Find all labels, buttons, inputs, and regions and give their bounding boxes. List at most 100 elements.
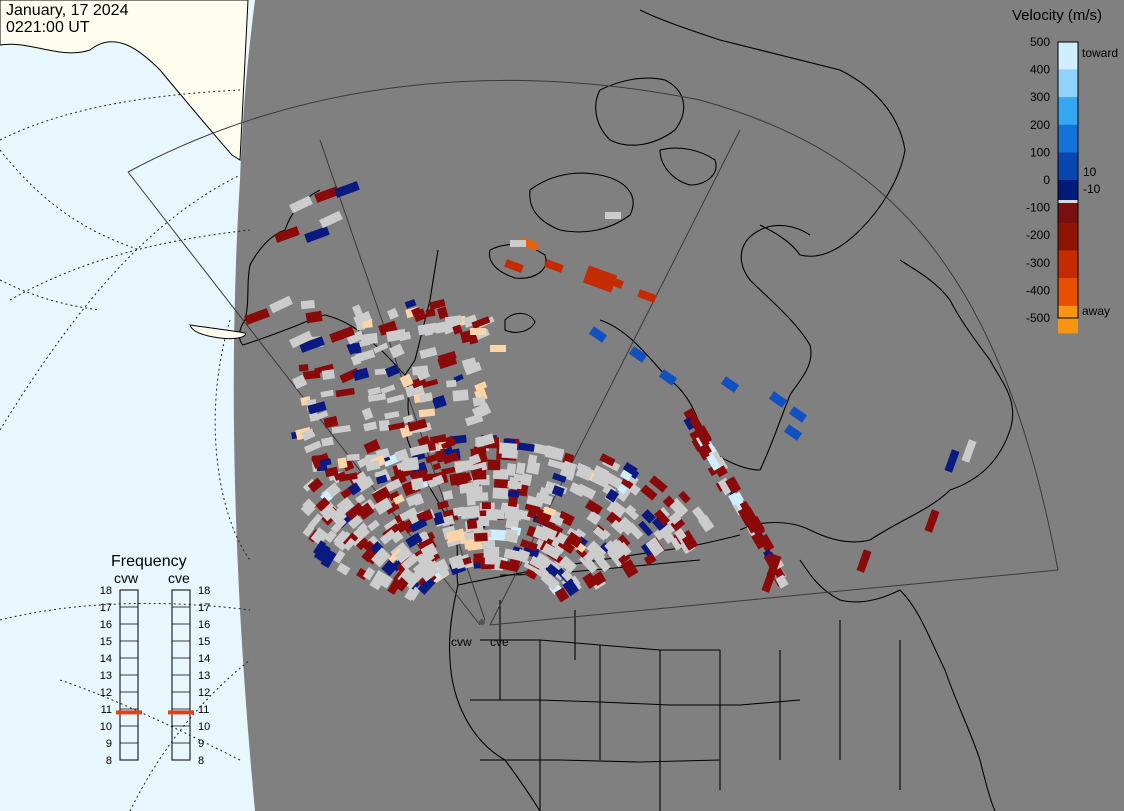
frequency-tick: 11 bbox=[198, 704, 209, 716]
scatter-cell bbox=[605, 488, 620, 503]
scatter-cell bbox=[392, 494, 405, 505]
scatter-cell bbox=[324, 466, 339, 478]
scatter-cell bbox=[519, 539, 538, 552]
scatter-cell bbox=[561, 569, 573, 582]
scatter-cell bbox=[582, 572, 598, 590]
scatter-cell bbox=[474, 532, 488, 542]
scatter-cell bbox=[378, 419, 391, 432]
scatter-cell bbox=[739, 500, 751, 513]
scatter-cell bbox=[470, 467, 485, 481]
scatter-cell bbox=[351, 304, 363, 317]
scatter-cell bbox=[361, 550, 374, 563]
scatter-cell bbox=[389, 343, 405, 359]
scatter-cell bbox=[543, 506, 557, 517]
scatter-cell bbox=[394, 546, 413, 564]
scatter-cell bbox=[404, 298, 417, 309]
scatter-cell bbox=[404, 382, 425, 398]
velocity-swatch bbox=[1058, 180, 1078, 200]
night-region bbox=[233, 0, 1124, 811]
velocity-tick: 200 bbox=[1030, 118, 1050, 132]
scatter-cell bbox=[425, 453, 440, 464]
velocity-tick: 300 bbox=[1030, 90, 1050, 104]
scatter-cell bbox=[707, 465, 718, 477]
radar-scatter-cells bbox=[244, 181, 977, 603]
scatter-cell bbox=[446, 379, 457, 388]
scatter-cell bbox=[488, 529, 507, 541]
scatter-cell bbox=[562, 578, 580, 597]
scatter-cell bbox=[645, 537, 665, 558]
scatter-cell bbox=[484, 556, 502, 565]
scatter-cell bbox=[588, 326, 608, 343]
scatter-cell bbox=[353, 310, 372, 326]
velocity-label-minus10: -10 bbox=[1083, 182, 1101, 196]
scatter-cell bbox=[436, 500, 450, 510]
scatter-cell bbox=[360, 475, 375, 489]
frequency-tick: 8 bbox=[106, 755, 112, 767]
frequency-tick: 16 bbox=[198, 619, 210, 631]
scatter-cell bbox=[503, 548, 522, 561]
scatter-cell bbox=[628, 346, 648, 363]
scatter-cell bbox=[385, 478, 403, 492]
scatter-cell bbox=[720, 376, 740, 393]
scatter-cell bbox=[363, 421, 378, 432]
scatter-cell bbox=[411, 365, 429, 376]
scatter-cell bbox=[788, 406, 808, 423]
scatter-cell bbox=[737, 506, 754, 525]
scatter-cell bbox=[534, 513, 551, 527]
frequency-tick: 16 bbox=[100, 619, 112, 631]
scatter-cell bbox=[441, 438, 457, 450]
velocity-tick: 500 bbox=[1030, 35, 1050, 49]
frequency-tick: 10 bbox=[100, 721, 112, 733]
scatter-cell bbox=[697, 431, 710, 448]
time-label: 0221:00 UT bbox=[6, 19, 90, 36]
frequency-marker-cve bbox=[168, 710, 194, 715]
scatter-cell bbox=[355, 536, 369, 551]
scatter-cell bbox=[555, 531, 568, 545]
scatter-cell bbox=[717, 477, 734, 496]
scatter-cell bbox=[303, 440, 322, 454]
scatter-cell bbox=[504, 528, 518, 542]
scatter-cell bbox=[416, 558, 436, 576]
scatter-cell bbox=[529, 555, 548, 572]
scatter-cell bbox=[419, 346, 438, 359]
scatter-cell bbox=[544, 259, 564, 273]
velocity-label-plus10: 10 bbox=[1083, 165, 1097, 179]
scatter-cell bbox=[307, 401, 327, 415]
scatter-cell bbox=[493, 489, 505, 498]
velocity-tick: -100 bbox=[1026, 201, 1050, 215]
scatter-cell bbox=[490, 345, 506, 352]
scatter-cell bbox=[452, 389, 469, 402]
scatter-cell bbox=[523, 560, 542, 574]
scatter-cell bbox=[411, 306, 422, 318]
radar-sites: cvw cve bbox=[451, 619, 509, 649]
scatter-cell bbox=[274, 226, 300, 243]
scatter-cell bbox=[335, 531, 353, 550]
scatter-cell bbox=[606, 499, 627, 519]
scatter-cell bbox=[431, 394, 447, 410]
scatter-cell bbox=[658, 507, 670, 520]
scatter-cell bbox=[649, 475, 668, 493]
scatter-cell bbox=[515, 462, 526, 475]
scatter-cell bbox=[432, 511, 445, 526]
scatter-cell bbox=[373, 497, 393, 515]
scatter-cell bbox=[298, 364, 309, 372]
scatter-cell bbox=[507, 494, 519, 508]
velocity-colorbar-frame bbox=[1057, 41, 1079, 319]
scatter-cell bbox=[313, 410, 329, 421]
scatter-cell bbox=[322, 506, 337, 522]
scatter-cell bbox=[425, 308, 436, 318]
scatter-cell bbox=[418, 408, 436, 418]
frequency-ticks: 18 18 17 17 16 16 15 15 14 14 13 13 12 12 11 11 10 10 9 9 8 8 bbox=[100, 585, 211, 767]
scatter-cell bbox=[561, 460, 578, 474]
scatter-cell bbox=[336, 562, 351, 576]
scatter-cell bbox=[386, 394, 405, 404]
scatter-cell bbox=[504, 259, 524, 273]
scatter-cell bbox=[315, 497, 331, 512]
scatter-cell bbox=[725, 477, 738, 493]
scatter-cell bbox=[668, 497, 689, 518]
scatter-cell bbox=[474, 433, 495, 448]
frequency-tick: 8 bbox=[198, 755, 204, 767]
scatter-cell bbox=[540, 571, 560, 591]
velocity-title: Velocity (m/s) bbox=[1012, 7, 1102, 24]
scatter-cell bbox=[380, 384, 396, 394]
